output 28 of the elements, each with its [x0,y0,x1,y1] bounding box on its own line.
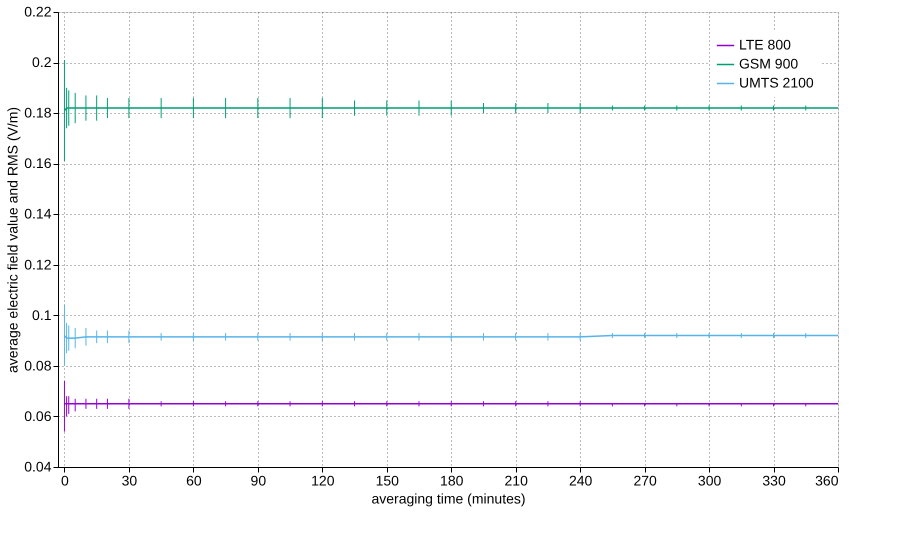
y-tick-label: 0.2 [32,54,52,70]
y-tick-label: 0.04 [24,458,52,474]
y-tick-label: 0.12 [24,256,52,272]
y-tick-label: 0.08 [24,357,52,374]
legend-label: UMTS 2100 [739,74,814,90]
x-tick-label: 150 [376,472,400,488]
x-tick-label: 240 [568,472,593,488]
x-tick-label: 120 [311,472,335,488]
x-tick-label: 270 [633,472,658,488]
x-tick-label: 210 [504,472,528,488]
x-tick-label: 330 [762,472,786,488]
y-tick-label: 0.22 [24,4,52,20]
y-tick-label: 0.14 [24,206,52,222]
x-tick-label: 300 [698,472,722,488]
legend-label: LTE 800 [739,36,792,52]
x-axis-title: averaging time (minutes) [371,490,526,506]
y-tick-label: 0.16 [24,155,52,172]
x-tick-label: 30 [122,472,138,488]
legend-label: GSM 900 [739,56,798,72]
x-tick-label: 60 [186,472,202,488]
x-tick-label: 360 [815,472,839,488]
y-tick-label: 0.06 [24,408,52,424]
x-tick-label: 0 [61,472,70,488]
x-tick-label: 180 [440,472,464,488]
y-tick-label: 0.1 [32,306,52,323]
x-tick-label: 90 [250,472,266,488]
y-tick-label: 0.18 [24,104,52,121]
y-axis-title: average electric field value and RMS (V/m) [4,106,20,374]
